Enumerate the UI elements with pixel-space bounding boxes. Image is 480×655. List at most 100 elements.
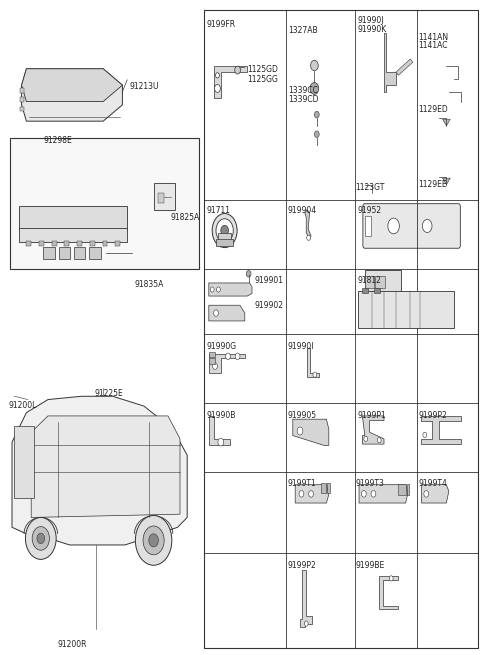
Circle shape bbox=[216, 287, 220, 292]
Circle shape bbox=[361, 491, 366, 497]
Bar bbox=[43, 179, 54, 187]
Polygon shape bbox=[362, 416, 384, 444]
Text: 9199T3: 9199T3 bbox=[355, 479, 384, 489]
Bar bbox=[26, 241, 31, 246]
Bar bbox=[52, 241, 57, 246]
Text: 91952: 91952 bbox=[357, 206, 381, 215]
Polygon shape bbox=[209, 283, 252, 296]
Polygon shape bbox=[22, 69, 122, 121]
Circle shape bbox=[235, 66, 240, 74]
Polygon shape bbox=[421, 485, 449, 503]
Bar bbox=[19, 228, 127, 242]
Circle shape bbox=[210, 287, 214, 292]
Polygon shape bbox=[209, 305, 245, 321]
Bar bbox=[58, 179, 68, 187]
Text: 9199T4: 9199T4 bbox=[419, 479, 447, 489]
Text: 1339CC: 1339CC bbox=[288, 86, 318, 96]
Circle shape bbox=[246, 271, 251, 277]
Text: 91213U: 91213U bbox=[130, 82, 159, 91]
Bar bbox=[43, 189, 54, 196]
Bar bbox=[39, 241, 44, 246]
Bar bbox=[72, 159, 83, 167]
Text: 919904: 919904 bbox=[288, 206, 317, 215]
Bar bbox=[89, 247, 101, 259]
FancyBboxPatch shape bbox=[363, 204, 460, 248]
Text: 91990I: 91990I bbox=[288, 342, 314, 351]
Bar bbox=[29, 169, 39, 177]
Polygon shape bbox=[19, 154, 127, 210]
Bar bbox=[29, 179, 39, 187]
Bar bbox=[374, 288, 380, 293]
Circle shape bbox=[226, 353, 230, 360]
Circle shape bbox=[216, 73, 219, 78]
Circle shape bbox=[235, 353, 240, 360]
Text: 9199T1: 9199T1 bbox=[288, 479, 317, 489]
Bar bbox=[375, 276, 385, 288]
Bar bbox=[14, 426, 34, 498]
Circle shape bbox=[299, 491, 304, 497]
Circle shape bbox=[424, 491, 429, 497]
Polygon shape bbox=[421, 416, 461, 444]
Bar bbox=[103, 241, 108, 246]
Text: 1129EE: 1129EE bbox=[419, 180, 447, 189]
Bar bbox=[59, 247, 70, 259]
Text: 91200L: 91200L bbox=[9, 401, 37, 410]
Bar bbox=[43, 159, 54, 167]
Polygon shape bbox=[22, 69, 122, 102]
Text: 9199FR: 9199FR bbox=[206, 20, 236, 29]
Circle shape bbox=[422, 219, 432, 233]
Polygon shape bbox=[359, 485, 408, 503]
Bar bbox=[19, 206, 127, 229]
Text: 1339CD: 1339CD bbox=[288, 95, 319, 104]
Bar bbox=[407, 484, 409, 495]
Bar bbox=[158, 193, 164, 203]
Bar bbox=[20, 88, 24, 93]
Bar bbox=[72, 179, 83, 187]
Text: 919905: 919905 bbox=[288, 411, 317, 420]
Bar bbox=[216, 239, 233, 246]
Bar bbox=[204, 10, 478, 648]
Bar bbox=[20, 97, 24, 102]
Bar bbox=[77, 241, 82, 246]
Text: 1123GT: 1123GT bbox=[355, 183, 384, 193]
Polygon shape bbox=[396, 59, 413, 75]
Text: 919901: 919901 bbox=[254, 276, 283, 286]
Circle shape bbox=[310, 83, 319, 94]
Circle shape bbox=[311, 60, 318, 71]
Text: 91298E: 91298E bbox=[43, 136, 72, 145]
Bar bbox=[43, 169, 54, 177]
Bar bbox=[154, 183, 175, 210]
Bar bbox=[365, 270, 401, 296]
Text: 9199P1: 9199P1 bbox=[357, 411, 386, 420]
Bar bbox=[90, 241, 95, 246]
Bar bbox=[101, 179, 111, 187]
Text: 9199P2: 9199P2 bbox=[419, 411, 447, 420]
Polygon shape bbox=[12, 396, 187, 545]
Bar bbox=[101, 189, 111, 196]
Polygon shape bbox=[293, 419, 329, 445]
Polygon shape bbox=[443, 178, 450, 185]
Bar bbox=[29, 189, 39, 196]
Bar bbox=[86, 169, 97, 177]
Circle shape bbox=[143, 526, 164, 555]
Polygon shape bbox=[300, 570, 312, 627]
Polygon shape bbox=[443, 119, 450, 126]
Text: 1141AC: 1141AC bbox=[419, 41, 448, 50]
Bar bbox=[209, 352, 215, 357]
Text: 91825A: 91825A bbox=[171, 213, 200, 222]
Bar bbox=[58, 169, 68, 177]
Text: 91990K: 91990K bbox=[357, 25, 386, 34]
Text: 91835A: 91835A bbox=[134, 280, 164, 290]
Bar bbox=[64, 241, 69, 246]
Text: 1125GD: 1125GD bbox=[247, 66, 278, 75]
Circle shape bbox=[388, 218, 399, 234]
Circle shape bbox=[213, 363, 217, 369]
Bar bbox=[101, 169, 111, 177]
Bar bbox=[20, 107, 24, 111]
Circle shape bbox=[423, 432, 427, 438]
Text: 91990B: 91990B bbox=[206, 411, 236, 420]
Bar bbox=[10, 138, 199, 269]
Circle shape bbox=[371, 491, 376, 497]
Bar bbox=[218, 233, 231, 240]
Text: 9199BE: 9199BE bbox=[355, 561, 384, 571]
